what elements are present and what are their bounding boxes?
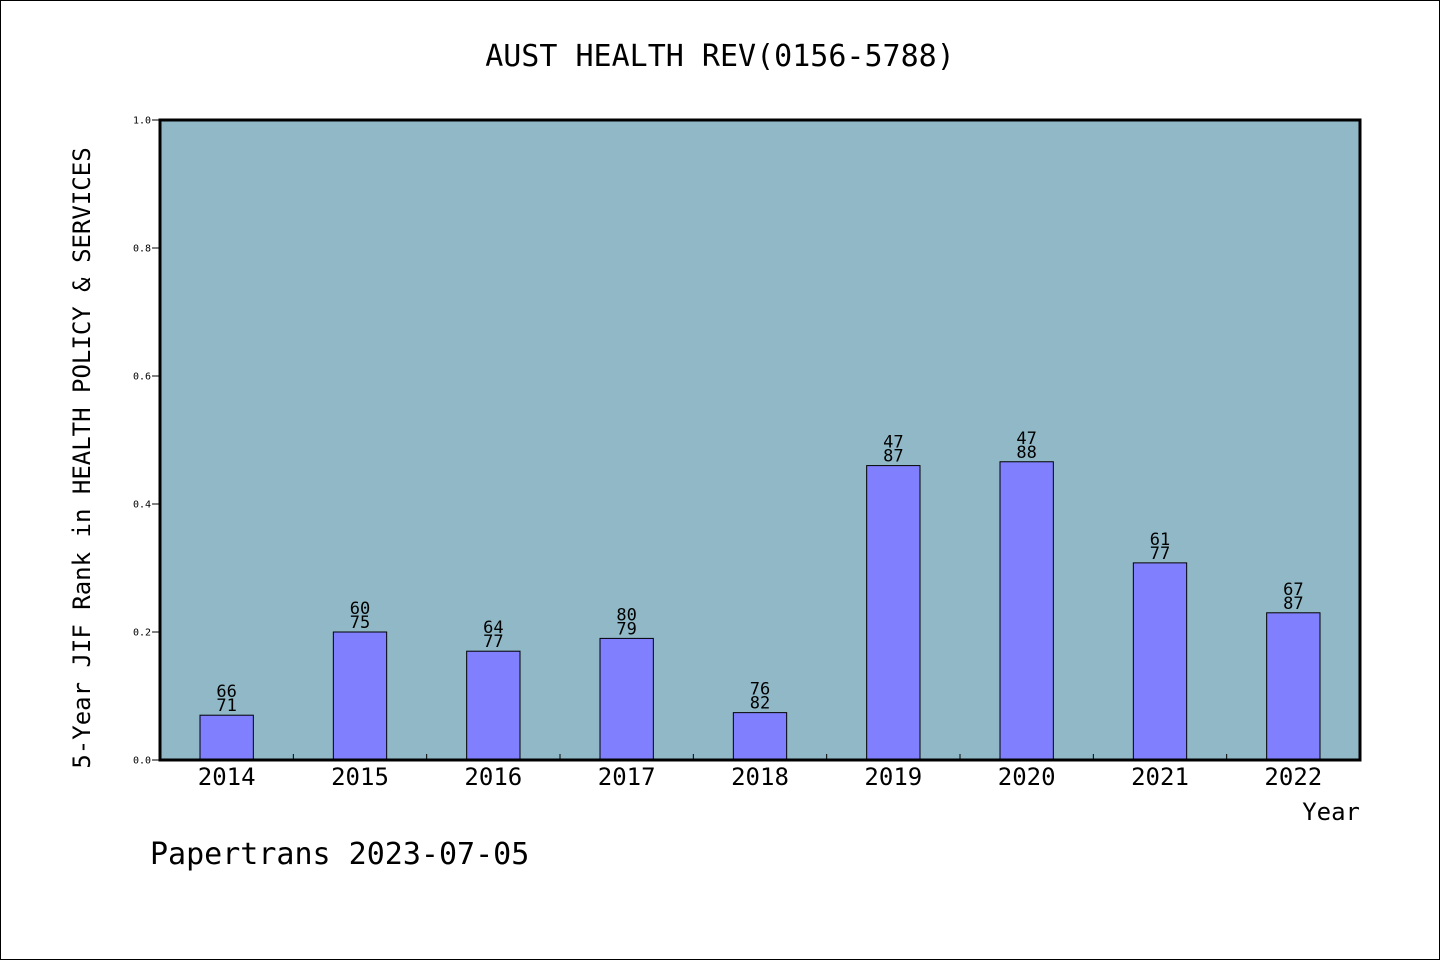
x-tick-label: 2015 bbox=[331, 763, 389, 791]
bar-2019 bbox=[866, 465, 921, 761]
bar-label-lower: 75 bbox=[350, 613, 370, 633]
bar-label-lower: 82 bbox=[750, 694, 770, 714]
x-tick-label: 2022 bbox=[1264, 763, 1322, 791]
bar-label-lower: 88 bbox=[1016, 443, 1036, 463]
bar-label-lower: 79 bbox=[616, 619, 636, 639]
bar-label-upper: 61 bbox=[1150, 530, 1170, 550]
bar-label-lower: 87 bbox=[1283, 594, 1303, 614]
x-tick-label: 2019 bbox=[864, 763, 922, 791]
bar-label-lower: 71 bbox=[216, 696, 236, 716]
bar-2016 bbox=[466, 650, 521, 761]
x-tick-label: 2021 bbox=[1131, 763, 1189, 791]
y-tick-label: 1.0 bbox=[133, 116, 151, 127]
bars bbox=[199, 461, 1321, 761]
x-axis-label: Year bbox=[1302, 798, 1360, 826]
bar-2021 bbox=[1132, 562, 1188, 761]
bar-label-lower: 77 bbox=[1150, 544, 1170, 564]
bar-label-upper: 47 bbox=[1016, 429, 1036, 449]
bar-label-upper: 64 bbox=[483, 618, 503, 638]
bar-label-lower: 87 bbox=[883, 447, 903, 467]
bar-2014 bbox=[199, 714, 254, 761]
bar-label-upper: 76 bbox=[750, 680, 770, 700]
bar-label-upper: 66 bbox=[216, 682, 236, 702]
y-axis-label: 5-Year JIF Rank in HEALTH POLICY & SERVI… bbox=[68, 147, 96, 768]
footer-credit: Papertrans 2023-07-05 bbox=[150, 837, 529, 872]
bar-2017 bbox=[599, 637, 654, 761]
bar-2015 bbox=[332, 631, 388, 761]
bar-label-upper: 47 bbox=[883, 433, 903, 453]
x-tick-label: 2017 bbox=[598, 763, 656, 791]
chart-title: AUST HEALTH REV(0156-5788) bbox=[485, 39, 955, 74]
y-tick-label: 0.2 bbox=[133, 628, 151, 639]
x-tick-label: 2020 bbox=[998, 763, 1056, 791]
bar-2020 bbox=[999, 461, 1054, 761]
bar-2022 bbox=[1266, 612, 1321, 761]
x-axis-ticks: 2014 2015 2016 2017 2018 2019 2020 2021 2022 bbox=[198, 754, 1322, 791]
bar-2018 bbox=[732, 712, 788, 761]
x-tick-label: 2016 bbox=[464, 763, 522, 791]
bar-label-upper: 80 bbox=[616, 605, 636, 625]
y-tick-label: 0.6 bbox=[133, 372, 151, 383]
bar-label-lower: 77 bbox=[483, 632, 503, 652]
x-tick-label: 2018 bbox=[731, 763, 789, 791]
y-tick-label: 0.4 bbox=[133, 500, 151, 511]
y-tick-label: 0.8 bbox=[133, 244, 151, 255]
bar-label-upper: 60 bbox=[350, 599, 370, 619]
plot-frame bbox=[158, 118, 1362, 762]
bar-label-upper: 67 bbox=[1283, 580, 1303, 600]
x-tick-label: 2014 bbox=[198, 763, 256, 791]
y-tick-label: 0.0 bbox=[133, 756, 151, 767]
